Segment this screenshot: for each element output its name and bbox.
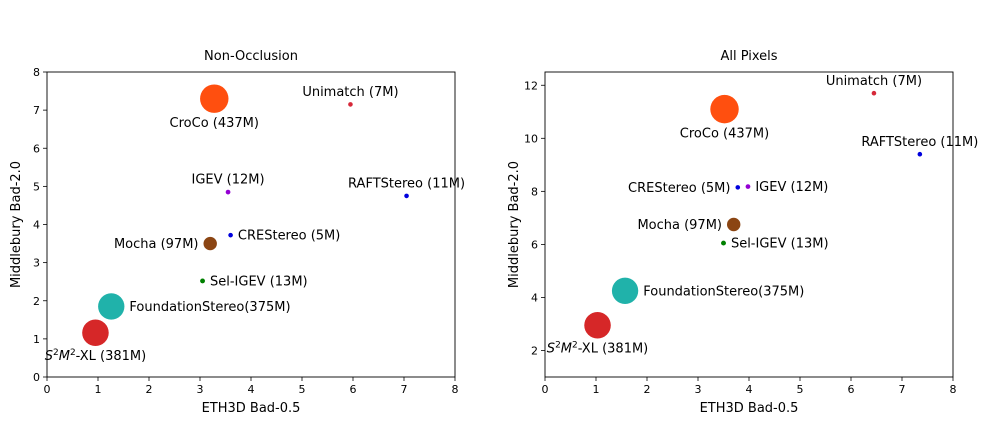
- point-label-igev-12m: IGEV (12M): [755, 180, 828, 195]
- point-foundationstereo-375m: [611, 277, 639, 304]
- x-tick-label: 4: [248, 383, 255, 396]
- point-label-croco-437m: CroCo (437M): [170, 116, 259, 131]
- y-tick-label: 3: [33, 257, 40, 270]
- point-mocha-97m: [727, 217, 741, 232]
- y-tick-label: 6: [531, 238, 538, 251]
- x-tick-label: 1: [593, 383, 600, 396]
- y-tick-label: 4: [531, 291, 538, 304]
- x-tick-label: 3: [695, 383, 702, 396]
- y-tick-label: 0: [33, 371, 40, 384]
- point-label-s2m2-xl-381m: S2M2-XL (381M): [45, 348, 146, 364]
- y-tick-label: 7: [33, 104, 40, 117]
- y-tick-label: 4: [33, 219, 40, 232]
- point-label-crestereo-5m: CREStereo (5M): [238, 229, 340, 244]
- x-tick-label: 6: [848, 383, 855, 396]
- point-label-s2m2-xl-381m: S2M2-XL (381M): [547, 341, 648, 357]
- x-tick-label: 1: [95, 383, 102, 396]
- x-tick-label: 3: [197, 383, 204, 396]
- x-tick-label: 0: [44, 383, 51, 396]
- point-croco-437m: [710, 94, 739, 124]
- point-s2m2-xl-381m: [584, 312, 611, 339]
- point-raftstereo-11m: [917, 151, 923, 157]
- point-label-croco-437m: CroCo (437M): [680, 126, 769, 141]
- point-label-mocha-97m: Mocha (97M): [114, 237, 199, 252]
- y-axis-label: Middlebury Bad-2.0: [9, 161, 24, 288]
- point-sel-igev-13m: [721, 240, 726, 246]
- point-label-raftstereo-11m: RAFTStereo (11M): [861, 135, 978, 150]
- x-tick-label: 0: [542, 383, 549, 396]
- point-label-sel-igev-13m: Sel-IGEV (13M): [210, 274, 308, 289]
- x-tick-label: 6: [350, 383, 357, 396]
- x-tick-label: 5: [797, 383, 804, 396]
- x-tick-label: 2: [146, 383, 153, 396]
- point-croco-437m: [200, 84, 229, 113]
- point-crestereo-5m: [228, 232, 233, 238]
- y-tick-label: 10: [524, 132, 538, 145]
- x-tick-label: 5: [299, 383, 306, 396]
- point-label-mocha-97m: Mocha (97M): [637, 218, 722, 233]
- point-label-igev-12m: IGEV (12M): [192, 173, 265, 188]
- x-tick-label: 2: [644, 383, 651, 396]
- point-foundationstereo-375m: [98, 293, 125, 320]
- y-tick-label: 6: [33, 142, 40, 155]
- point-igev-12m: [745, 184, 751, 189]
- point-unimatch-7m: [348, 102, 353, 107]
- x-axis-label: ETH3D Bad-0.5: [700, 401, 799, 416]
- point-mocha-97m: [203, 236, 217, 251]
- point-s2m2-xl-381m: [82, 319, 109, 347]
- point-label-unimatch-7m: Unimatch (7M): [826, 74, 922, 89]
- point-label-raftstereo-11m: RAFTStereo (11M): [348, 177, 465, 192]
- y-tick-label: 8: [531, 185, 538, 198]
- x-tick-label: 7: [401, 383, 408, 396]
- point-crestereo-5m: [735, 185, 741, 190]
- y-axis-label: Middlebury Bad-2.0: [507, 161, 522, 288]
- chart-title: Non-Occlusion: [204, 49, 298, 64]
- point-unimatch-7m: [871, 90, 877, 96]
- point-label-crestereo-5m: CREStereo (5M): [628, 181, 730, 196]
- y-tick-label: 1: [33, 333, 40, 346]
- point-label-unimatch-7m: Unimatch (7M): [302, 85, 398, 100]
- y-tick-label: 2: [33, 295, 40, 308]
- point-igev-12m: [225, 189, 231, 195]
- point-sel-igev-13m: [200, 278, 206, 284]
- point-label-sel-igev-13m: Sel-IGEV (13M): [731, 237, 829, 252]
- y-tick-label: 8: [33, 66, 40, 79]
- y-tick-label: 5: [33, 180, 40, 193]
- y-tick-label: 2: [531, 344, 538, 357]
- x-tick-label: 7: [899, 383, 906, 396]
- chart-panel-non-occlusion: Non-Occlusion 0 1 2 3 4 5 6 7 8 0 1 2 3 4 5 6 7 8 ETH3D Bad…: [9, 49, 465, 416]
- x-tick-label: 4: [746, 383, 753, 396]
- point-raftstereo-11m: [404, 193, 409, 199]
- y-tick-label: 12: [524, 79, 538, 92]
- chart-title: All Pixels: [720, 49, 777, 64]
- point-label-foundationstereo-375m: FoundationStereo(375M): [129, 300, 290, 315]
- x-axis-label: ETH3D Bad-0.5: [202, 401, 301, 416]
- x-tick-label: 8: [452, 383, 459, 396]
- x-tick-label: 8: [950, 383, 957, 396]
- point-label-foundationstereo-375m: FoundationStereo(375M): [643, 284, 804, 299]
